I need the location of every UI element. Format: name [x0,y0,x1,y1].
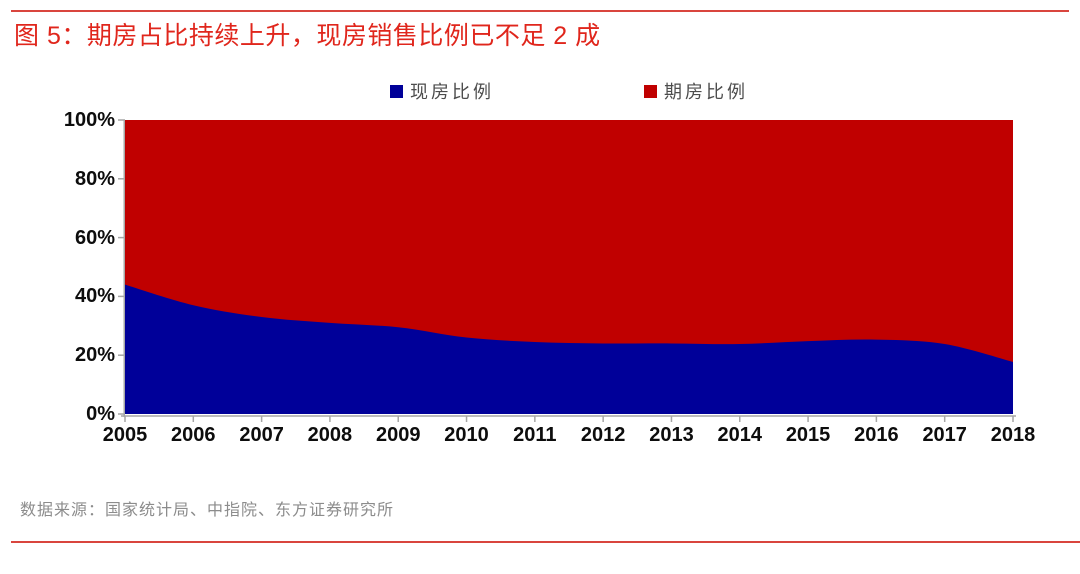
legend-swatch-icon [390,84,403,98]
x-tick-label: 2007 [239,424,284,446]
x-tick-label: 2011 [513,424,557,446]
y-tick-label: 0% [86,403,115,425]
legend-item: 期房比例 [644,78,748,104]
bottom-divider-rule [11,541,1080,543]
chart-legend: 现房比例 期房比例 [125,80,1013,102]
axes [118,119,1016,422]
figure-title: 图 5：期房占比持续上升，现房销售比例已不足 2 成 [14,22,601,50]
x-tick-label: 2005 [102,424,148,446]
x-tick-label: 2015 [785,424,831,446]
x-tick-label: 2010 [444,424,489,446]
data-source-note: 数据来源：国家统计局、中指院、东方证券研究所 [20,502,395,519]
x-tick-label: 2013 [649,424,694,446]
x-tick-label: 2012 [580,424,626,446]
legend-swatch-icon [644,84,657,98]
top-divider-rule [11,10,1069,12]
y-tick-label: 40% [74,285,115,308]
x-tick-label: 2006 [171,424,216,446]
legend-item: 现房比例 [390,78,494,104]
x-tick-label: 2017 [922,424,967,446]
y-tick-label: 80% [74,167,115,190]
y-tick-label: 60% [74,226,115,249]
x-tick-label: 2016 [854,424,899,446]
y-tick-label: 20% [74,344,115,367]
stacked-area-chart [118,119,1016,422]
y-tick-label: 100% [63,109,115,131]
legend-label: 现房比例 [410,82,494,102]
x-tick-label: 2018 [990,424,1036,446]
legend-label: 期房比例 [664,82,748,102]
x-tick-label: 2009 [375,424,421,446]
x-tick-label: 2014 [717,424,763,446]
x-tick-label: 2008 [307,424,353,446]
area-existing-ratio [125,284,1013,414]
plot-area [118,119,1016,422]
